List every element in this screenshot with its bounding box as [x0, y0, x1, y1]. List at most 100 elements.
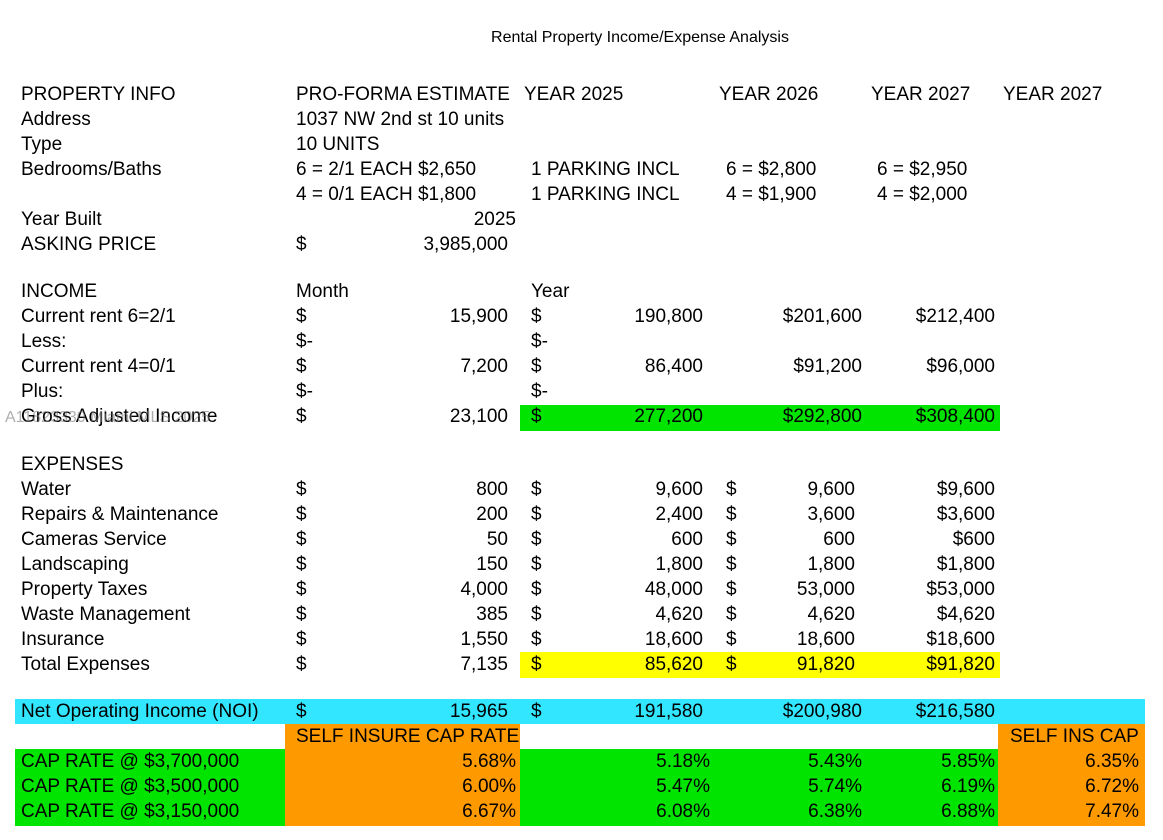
- cell: $: [296, 629, 307, 650]
- cell: 277,200: [634, 406, 703, 427]
- cell: 23,100: [449, 406, 508, 427]
- row-label: Cameras Service: [21, 529, 167, 550]
- cell: 6.38%: [808, 801, 862, 822]
- cell: $: [296, 604, 307, 625]
- cell: $600: [952, 529, 995, 550]
- cell: $-: [531, 381, 548, 402]
- row-label: Address: [21, 109, 91, 130]
- cell: $212,400: [915, 306, 995, 327]
- row-label: PROPERTY INFO: [21, 84, 176, 105]
- title: Rental Property Income/Expense Analysis: [491, 29, 789, 46]
- cell: 600: [823, 529, 855, 550]
- cell: 4 = 0/1 EACH $1,800: [296, 184, 477, 205]
- cell: $: [296, 234, 307, 255]
- cell: $: [531, 629, 542, 650]
- cell: 15,965: [449, 701, 508, 722]
- cell: $-: [531, 331, 548, 352]
- highlight-orange: [998, 724, 1145, 826]
- cell: SELF INSURE CAP RATE: [296, 726, 520, 747]
- cell: 6.88%: [941, 801, 995, 822]
- cell: 6.08%: [656, 801, 710, 822]
- highlight-yellow: [520, 652, 1000, 678]
- row-label: Net Operating Income (NOI): [21, 701, 259, 722]
- cell: 5.18%: [656, 751, 710, 772]
- highlight-green: [520, 749, 998, 826]
- cell: 4,000: [460, 579, 508, 600]
- cell: 86,400: [644, 356, 703, 377]
- cell: 190,800: [634, 306, 703, 327]
- cell: $308,400: [915, 406, 995, 427]
- cell: YEAR 2025: [524, 84, 624, 105]
- cell: 5.47%: [656, 776, 710, 797]
- cell: $: [296, 529, 307, 550]
- cell: $53,000: [926, 579, 995, 600]
- row-label: Year Built: [21, 209, 102, 230]
- cell: 5.68%: [462, 751, 516, 772]
- cell: $: [531, 406, 542, 427]
- cell: 1 PARKING INCL: [531, 184, 680, 205]
- cell: 18,600: [644, 629, 703, 650]
- cell: $: [531, 604, 542, 625]
- cell: $216,580: [915, 701, 995, 722]
- cell: 6.00%: [462, 776, 516, 797]
- cell: $: [296, 701, 307, 722]
- cell: 6 = 2/1 EACH $2,650: [296, 159, 477, 180]
- row-label: Total Expenses: [21, 654, 150, 675]
- cell: 4,620: [655, 604, 703, 625]
- row-label: Type: [21, 134, 63, 155]
- cell: 9,600: [807, 479, 855, 500]
- cell: $: [531, 701, 542, 722]
- cell: 50: [486, 529, 508, 550]
- cell: $: [726, 529, 737, 550]
- cell: 800: [476, 479, 508, 500]
- cell: $: [531, 579, 542, 600]
- row-label: Bedrooms/Baths: [21, 159, 162, 180]
- cell: 6.67%: [462, 801, 516, 822]
- cell: $200,980: [782, 701, 862, 722]
- cell: 3,600: [807, 504, 855, 525]
- cell: $: [296, 504, 307, 525]
- cell: 5.43%: [808, 751, 862, 772]
- cell: 6 = $2,950: [877, 159, 968, 180]
- cell: 7,200: [460, 356, 508, 377]
- cell: 6.72%: [1085, 776, 1139, 797]
- cell: $: [531, 504, 542, 525]
- row-label: Water: [21, 479, 71, 500]
- cell: $: [726, 654, 737, 675]
- cell: $: [531, 654, 542, 675]
- highlight-cyan: [15, 699, 1145, 724]
- cell: $: [296, 356, 307, 377]
- cell: $: [531, 306, 542, 327]
- row-label: CAP RATE @ $3,150,000: [21, 801, 240, 822]
- row-label: Property Taxes: [21, 579, 148, 600]
- cell: 1,550: [460, 629, 508, 650]
- cell: 4,620: [807, 604, 855, 625]
- row-label: Plus:: [21, 381, 64, 402]
- cell: 53,000: [796, 579, 855, 600]
- cell: $91,200: [793, 356, 862, 377]
- cell: $18,600: [926, 629, 995, 650]
- cell: $201,600: [782, 306, 862, 327]
- cell: YEAR 2026: [719, 84, 819, 105]
- row-label: ASKING PRICE: [21, 234, 157, 255]
- cell: 5.74%: [808, 776, 862, 797]
- cell: $96,000: [926, 356, 995, 377]
- cell: $292,800: [782, 406, 862, 427]
- cell: 6.35%: [1085, 751, 1139, 772]
- cell: 15,900: [449, 306, 508, 327]
- cell: $: [726, 629, 737, 650]
- cell: 1 PARKING INCL: [531, 159, 680, 180]
- cell: $: [296, 306, 307, 327]
- cell: 91,820: [796, 654, 855, 675]
- row-label: INCOME: [21, 281, 97, 302]
- cell: Year: [531, 281, 570, 302]
- cell: YEAR 2027: [871, 84, 971, 105]
- row-label: Insurance: [21, 629, 105, 650]
- cell: 48,000: [644, 579, 703, 600]
- cell: $: [531, 479, 542, 500]
- cell: 1,800: [655, 554, 703, 575]
- cell: $: [296, 579, 307, 600]
- cell: 18,600: [796, 629, 855, 650]
- highlight-orange: [285, 724, 520, 826]
